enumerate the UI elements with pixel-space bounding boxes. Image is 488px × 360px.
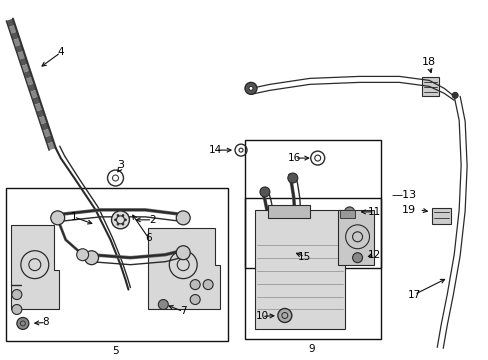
Text: 4: 4: [57, 48, 64, 58]
Bar: [6, 188, 227, 341]
Text: 17: 17: [407, 289, 420, 300]
Text: 2: 2: [149, 215, 155, 225]
Text: 6: 6: [145, 233, 151, 243]
Polygon shape: [41, 122, 49, 131]
Polygon shape: [17, 51, 26, 60]
Text: 9: 9: [308, 345, 314, 354]
Polygon shape: [19, 58, 28, 66]
Text: 15: 15: [298, 252, 311, 262]
Bar: [431, 208, 450, 224]
Polygon shape: [8, 25, 17, 34]
Circle shape: [122, 223, 124, 225]
Circle shape: [12, 305, 22, 315]
Circle shape: [124, 219, 126, 221]
Polygon shape: [21, 64, 30, 73]
Circle shape: [287, 173, 297, 183]
Bar: [244, 198, 381, 339]
Text: 14: 14: [208, 145, 221, 155]
Circle shape: [12, 289, 22, 300]
Circle shape: [114, 219, 116, 221]
Circle shape: [344, 207, 354, 217]
Circle shape: [122, 215, 124, 216]
Circle shape: [111, 211, 129, 229]
Circle shape: [51, 211, 64, 225]
Polygon shape: [36, 109, 45, 118]
Circle shape: [190, 294, 200, 305]
Polygon shape: [25, 77, 34, 86]
Polygon shape: [28, 84, 37, 92]
Text: 1: 1: [70, 212, 77, 222]
Polygon shape: [148, 228, 220, 310]
Circle shape: [248, 86, 252, 90]
Polygon shape: [254, 210, 344, 329]
Text: 11: 11: [367, 207, 380, 217]
Circle shape: [176, 246, 190, 260]
Bar: [422, 77, 438, 96]
Polygon shape: [45, 135, 54, 144]
Polygon shape: [30, 90, 39, 99]
Polygon shape: [34, 103, 43, 112]
Circle shape: [84, 251, 99, 265]
Polygon shape: [267, 205, 309, 218]
Polygon shape: [23, 71, 32, 79]
Circle shape: [158, 300, 168, 310]
Polygon shape: [32, 96, 41, 105]
Text: 5: 5: [112, 346, 119, 356]
Circle shape: [190, 280, 200, 289]
Polygon shape: [15, 45, 23, 53]
Polygon shape: [337, 210, 374, 265]
Circle shape: [451, 92, 457, 98]
Polygon shape: [11, 225, 59, 310]
Polygon shape: [339, 210, 354, 218]
Circle shape: [117, 223, 119, 225]
Text: 18: 18: [421, 58, 435, 67]
Circle shape: [17, 318, 29, 329]
Circle shape: [244, 82, 256, 94]
Polygon shape: [39, 116, 47, 125]
Polygon shape: [42, 129, 51, 138]
Circle shape: [203, 280, 213, 289]
Text: 3: 3: [117, 160, 124, 170]
Polygon shape: [6, 19, 15, 27]
Polygon shape: [11, 32, 20, 40]
Polygon shape: [47, 141, 56, 150]
Text: —13: —13: [390, 190, 416, 200]
Text: 10: 10: [255, 311, 268, 321]
Circle shape: [117, 215, 119, 216]
Text: 7: 7: [180, 306, 186, 316]
Circle shape: [277, 309, 291, 323]
Bar: [244, 140, 381, 268]
Circle shape: [260, 187, 269, 197]
Circle shape: [77, 249, 88, 261]
Polygon shape: [13, 38, 21, 47]
Text: 19: 19: [402, 205, 416, 215]
Circle shape: [352, 253, 362, 263]
Text: 16: 16: [287, 153, 301, 163]
Circle shape: [176, 211, 190, 225]
Text: 8: 8: [42, 318, 49, 328]
Text: 12: 12: [367, 250, 380, 260]
